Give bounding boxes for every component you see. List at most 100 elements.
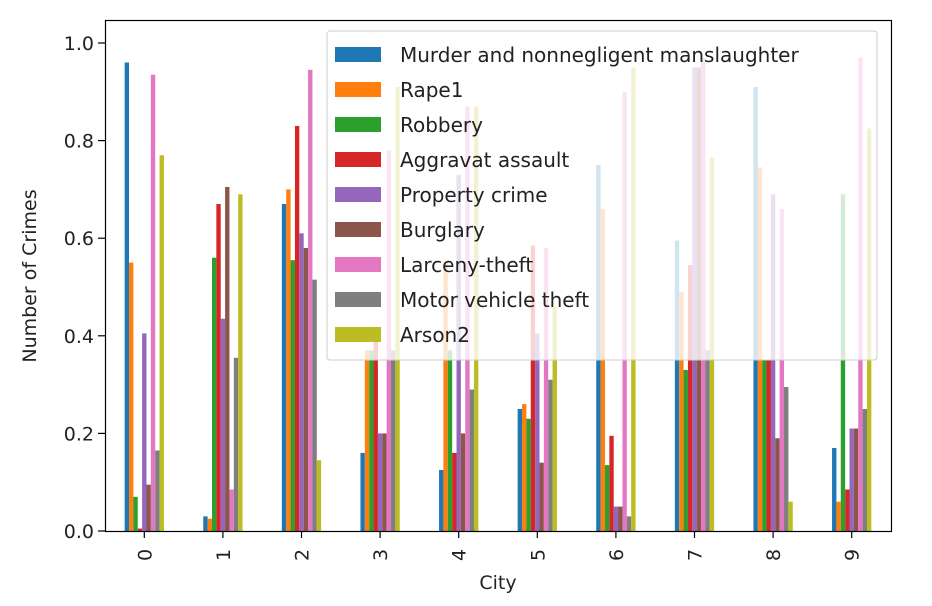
bar-murder-and-nonnegligent-manslaughter-city-5 [517,409,523,531]
x-tick-label: 0 [134,549,156,561]
legend-label: Property crime [400,183,548,207]
bar-murder-and-nonnegligent-manslaughter-city-4 [439,470,444,531]
legend-swatch [335,292,381,307]
bar-arson2-city-0 [159,155,164,532]
legend-swatch [335,222,381,237]
bar-murder-and-nonnegligent-manslaughter-city-0 [124,62,130,532]
legend-label: Rape1 [400,78,463,102]
legend-swatch [335,187,381,202]
bar-property-crime-city-0 [142,333,147,531]
bar-burglary-city-6 [618,506,623,531]
bar-aggravat-assault-city-8 [766,360,771,531]
bar-aggravat-assault-city-5 [530,245,536,531]
legend-label: Arson2 [400,323,470,347]
bar-burglary-city-4 [460,433,466,531]
bar-rape1-city-3 [364,350,370,531]
bar-arson2-city-8 [788,501,793,531]
legend-label: Murder and nonnegligent manslaughter [400,43,799,67]
bar-aggravat-assault-city-9 [845,489,850,531]
y-tick-label: 0.6 [64,228,94,250]
bar-robbery-city-2 [290,260,295,531]
legend-box [326,30,878,361]
bar-robbery-city-6 [604,465,610,531]
bar-motor-vehicle-theft-city-5 [548,379,553,531]
bar-murder-and-nonnegligent-manslaughter-city-3 [360,452,365,531]
x-axis: 0 1 2 3 4 5 6 7 8 9 [134,531,864,561]
bar-aggravat-assault-city-4 [452,452,457,531]
bar-aggravat-assault-city-2 [294,125,300,532]
bar-aggravat-assault-city-0 [137,528,143,531]
bar-property-crime-city-9 [849,428,854,531]
bar-motor-vehicle-theft-city-3 [391,350,396,531]
bar-motor-vehicle-theft-city-9 [862,409,867,531]
legend-label: Motor vehicle theft [400,288,589,312]
y-tick-label: 0.0 [64,521,94,543]
y-tick-label: 0.8 [64,131,94,153]
bar-larceny-theft-city-1 [229,489,234,531]
bar-property-crime-city-1 [220,318,226,531]
bar-rape1-city-1 [207,518,212,531]
legend-swatch [335,327,381,342]
bar-arson2-city-2 [316,460,322,531]
bar-property-crime-city-8 [770,194,776,531]
bar-burglary-city-1 [225,186,230,531]
x-tick-label: 5 [527,549,549,561]
bar-robbery-city-4 [447,350,453,531]
bar-robbery-city-5 [526,418,531,531]
y-axis: 0.0 0.2 0.4 0.6 0.8 1.0 [64,33,105,543]
bar-aggravat-assault-city-6 [609,435,614,531]
bar-murder-and-nonnegligent-manslaughter-city-2 [281,204,287,532]
bar-motor-vehicle-theft-city-2 [312,279,317,531]
bar-rape1-city-2 [286,189,291,531]
bar-property-crime-city-6 [613,506,619,531]
bar-motor-vehicle-theft-city-0 [155,450,160,531]
legend-swatch [335,152,381,167]
bar-motor-vehicle-theft-city-8 [784,387,789,531]
bar-burglary-city-8 [775,438,780,531]
x-tick-label: 6 [606,549,628,561]
legend-label: Larceny-theft [400,253,533,277]
y-tick-label: 0.4 [64,326,94,348]
bar-murder-and-nonnegligent-manslaughter-city-9 [832,448,837,531]
bar-property-crime-city-5 [535,333,540,531]
legend-swatch [335,82,381,97]
legend-swatch [335,47,381,62]
bar-burglary-city-9 [853,428,859,531]
legend-label: Aggravat assault [400,148,569,172]
bar-murder-and-nonnegligent-manslaughter-city-7 [674,240,680,531]
legend-label: Burglary [400,218,485,242]
bar-larceny-theft-city-2 [308,69,313,531]
bar-rape1-city-9 [836,501,841,531]
x-tick-label: 9 [842,549,864,561]
bar-larceny-theft-city-0 [150,74,156,531]
x-tick-label: 2 [292,549,314,561]
bar-aggravat-assault-city-3 [373,335,378,531]
bar-aggravat-assault-city-1 [216,204,221,532]
bar-motor-vehicle-theft-city-7 [705,350,710,531]
bar-burglary-city-2 [303,247,309,531]
bar-robbery-city-1 [211,257,217,531]
bar-arson2-city-1 [238,194,243,531]
x-tick-label: 4 [449,549,471,561]
bar-motor-vehicle-theft-city-6 [626,516,632,531]
bar-murder-and-nonnegligent-manslaughter-city-1 [203,516,208,531]
y-tick-label: 0.2 [64,423,94,445]
bar-robbery-city-9 [840,194,846,531]
plot-frame [104,19,893,533]
bar-robbery-city-3 [369,350,374,531]
x-tick-label: 3 [370,549,392,561]
bar-rape1-city-7 [679,291,684,531]
y-tick-label: 1.0 [64,33,94,55]
legend-swatch [335,117,381,132]
bar-rape1-city-0 [129,262,134,531]
bar-robbery-city-7 [683,369,688,531]
bar-motor-vehicle-theft-city-1 [233,357,239,531]
legend: Murder and nonnegligent manslaughter Rape… [326,30,878,361]
bar-rape1-city-5 [522,404,527,531]
bar-rape1-city-6 [600,208,605,532]
bar-larceny-theft-city-8 [779,208,785,532]
x-tick-label: 1 [213,549,235,561]
bar-property-crime-city-3 [377,433,383,531]
